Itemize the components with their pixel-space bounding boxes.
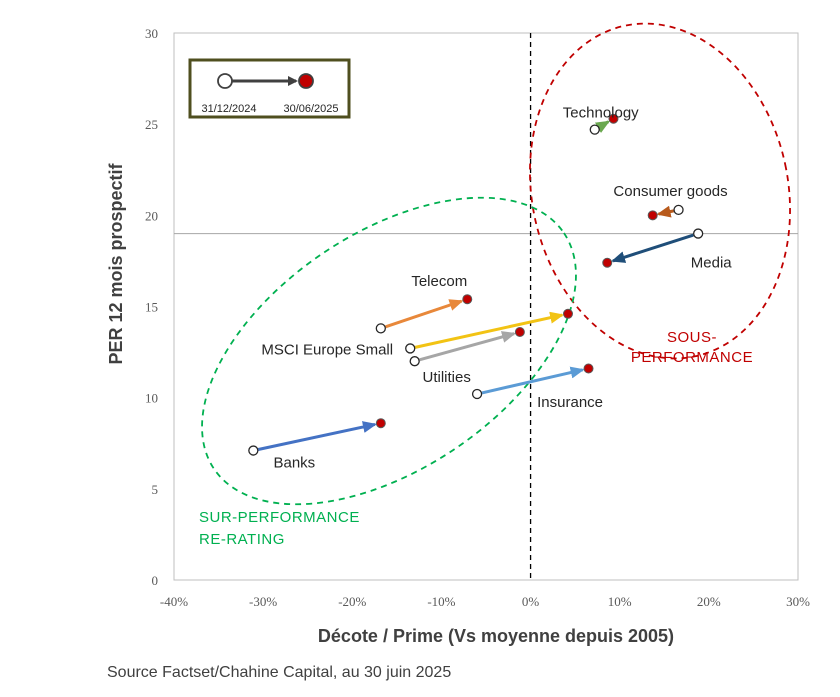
series-arrow bbox=[611, 233, 694, 263]
x-tick-label: -30% bbox=[249, 594, 277, 609]
series-labels: Technology Consumer goods Media Telecom MSCI… bbox=[261, 105, 732, 472]
end-point bbox=[583, 363, 594, 374]
end-point bbox=[375, 418, 386, 429]
end-point bbox=[647, 210, 658, 221]
series-label: Consumer goods bbox=[613, 183, 727, 200]
y-tick-label: 15 bbox=[145, 300, 158, 315]
legend-end-label: 30/06/2025 bbox=[283, 103, 338, 115]
start-point bbox=[471, 388, 483, 400]
legend-start-label: 31/12/2024 bbox=[201, 103, 256, 115]
series-label: MSCI Europe Small bbox=[261, 341, 393, 358]
x-tick-label: 10% bbox=[608, 594, 632, 609]
source-note: Source Factset/Chahine Capital, au 30 ju… bbox=[107, 664, 452, 681]
axis-ticks: -40% -30% -20% -10% 0% 10% 20% 30% 0 5 10 15 20 25 30 bbox=[145, 26, 810, 609]
start-point bbox=[673, 204, 684, 216]
y-tick-label: 0 bbox=[152, 573, 159, 588]
series-arrow bbox=[385, 299, 464, 329]
zone-label-line: RE-RATING bbox=[199, 531, 285, 548]
series-arrow bbox=[594, 120, 611, 133]
end-point bbox=[462, 294, 473, 305]
y-tick-label: 25 bbox=[145, 117, 158, 132]
series-arrow bbox=[419, 331, 517, 362]
y-tick-label: 10 bbox=[145, 391, 158, 406]
start-point bbox=[405, 343, 416, 354]
series-label: Insurance bbox=[537, 394, 603, 411]
zone-label-line: SOUS- bbox=[667, 329, 717, 346]
start-point bbox=[409, 356, 420, 367]
series-label: Telecom bbox=[411, 273, 467, 290]
start-point bbox=[375, 323, 386, 334]
zone-label-sur-performance: SUR-PERFORMANCE RE-RATING bbox=[199, 509, 360, 548]
x-tick-label: -10% bbox=[427, 594, 455, 609]
x-tick-label: 0% bbox=[522, 594, 540, 609]
series-arrow bbox=[257, 421, 377, 451]
end-point bbox=[563, 308, 574, 319]
zone-label-line: PERFORMANCE bbox=[631, 349, 753, 366]
start-point bbox=[589, 124, 600, 135]
end-point bbox=[514, 327, 525, 338]
zone-label-line: SUR-PERFORMANCE bbox=[199, 509, 360, 526]
end-point bbox=[608, 113, 619, 124]
start-point bbox=[248, 445, 259, 456]
series-label: Utilities bbox=[423, 369, 471, 386]
series-label: Banks bbox=[273, 455, 315, 472]
series-points bbox=[248, 113, 704, 456]
series-arrows bbox=[257, 120, 694, 451]
zone-ellipses bbox=[201, 22, 791, 506]
x-axis-label: Décote / Prime (Vs moyenne depuis 2005) bbox=[318, 626, 674, 646]
x-tick-label: -20% bbox=[338, 594, 366, 609]
y-axis-label: PER 12 mois prospectif bbox=[106, 162, 126, 364]
plot-area bbox=[173, 32, 799, 581]
scatter-chart: Technology Consumer goods Media Telecom MSCI… bbox=[106, 22, 810, 646]
y-tick-label: 30 bbox=[145, 26, 158, 41]
x-tick-label: -40% bbox=[160, 594, 188, 609]
series-arrow bbox=[414, 311, 565, 349]
series-arrow bbox=[656, 205, 674, 218]
legend-box: 31/12/2024 30/06/2025 bbox=[188, 58, 351, 119]
start-point bbox=[693, 228, 704, 239]
legend-start-marker bbox=[217, 73, 233, 89]
series-label: Media bbox=[691, 255, 733, 272]
zone-ellipse-sur-performance bbox=[201, 196, 577, 506]
series-label: Technology bbox=[563, 105, 639, 122]
y-tick-label: 5 bbox=[152, 482, 159, 497]
end-point bbox=[602, 257, 613, 268]
zone-label-sous-performance: SOUS- PERFORMANCE bbox=[631, 329, 753, 366]
zone-ellipse-sous-performance bbox=[529, 22, 791, 360]
y-tick-label: 20 bbox=[145, 208, 158, 223]
x-tick-label: 30% bbox=[786, 594, 810, 609]
legend-end-marker bbox=[298, 73, 314, 89]
series-arrow bbox=[481, 366, 585, 395]
plot-border bbox=[173, 32, 799, 581]
x-tick-label: 20% bbox=[697, 594, 721, 609]
